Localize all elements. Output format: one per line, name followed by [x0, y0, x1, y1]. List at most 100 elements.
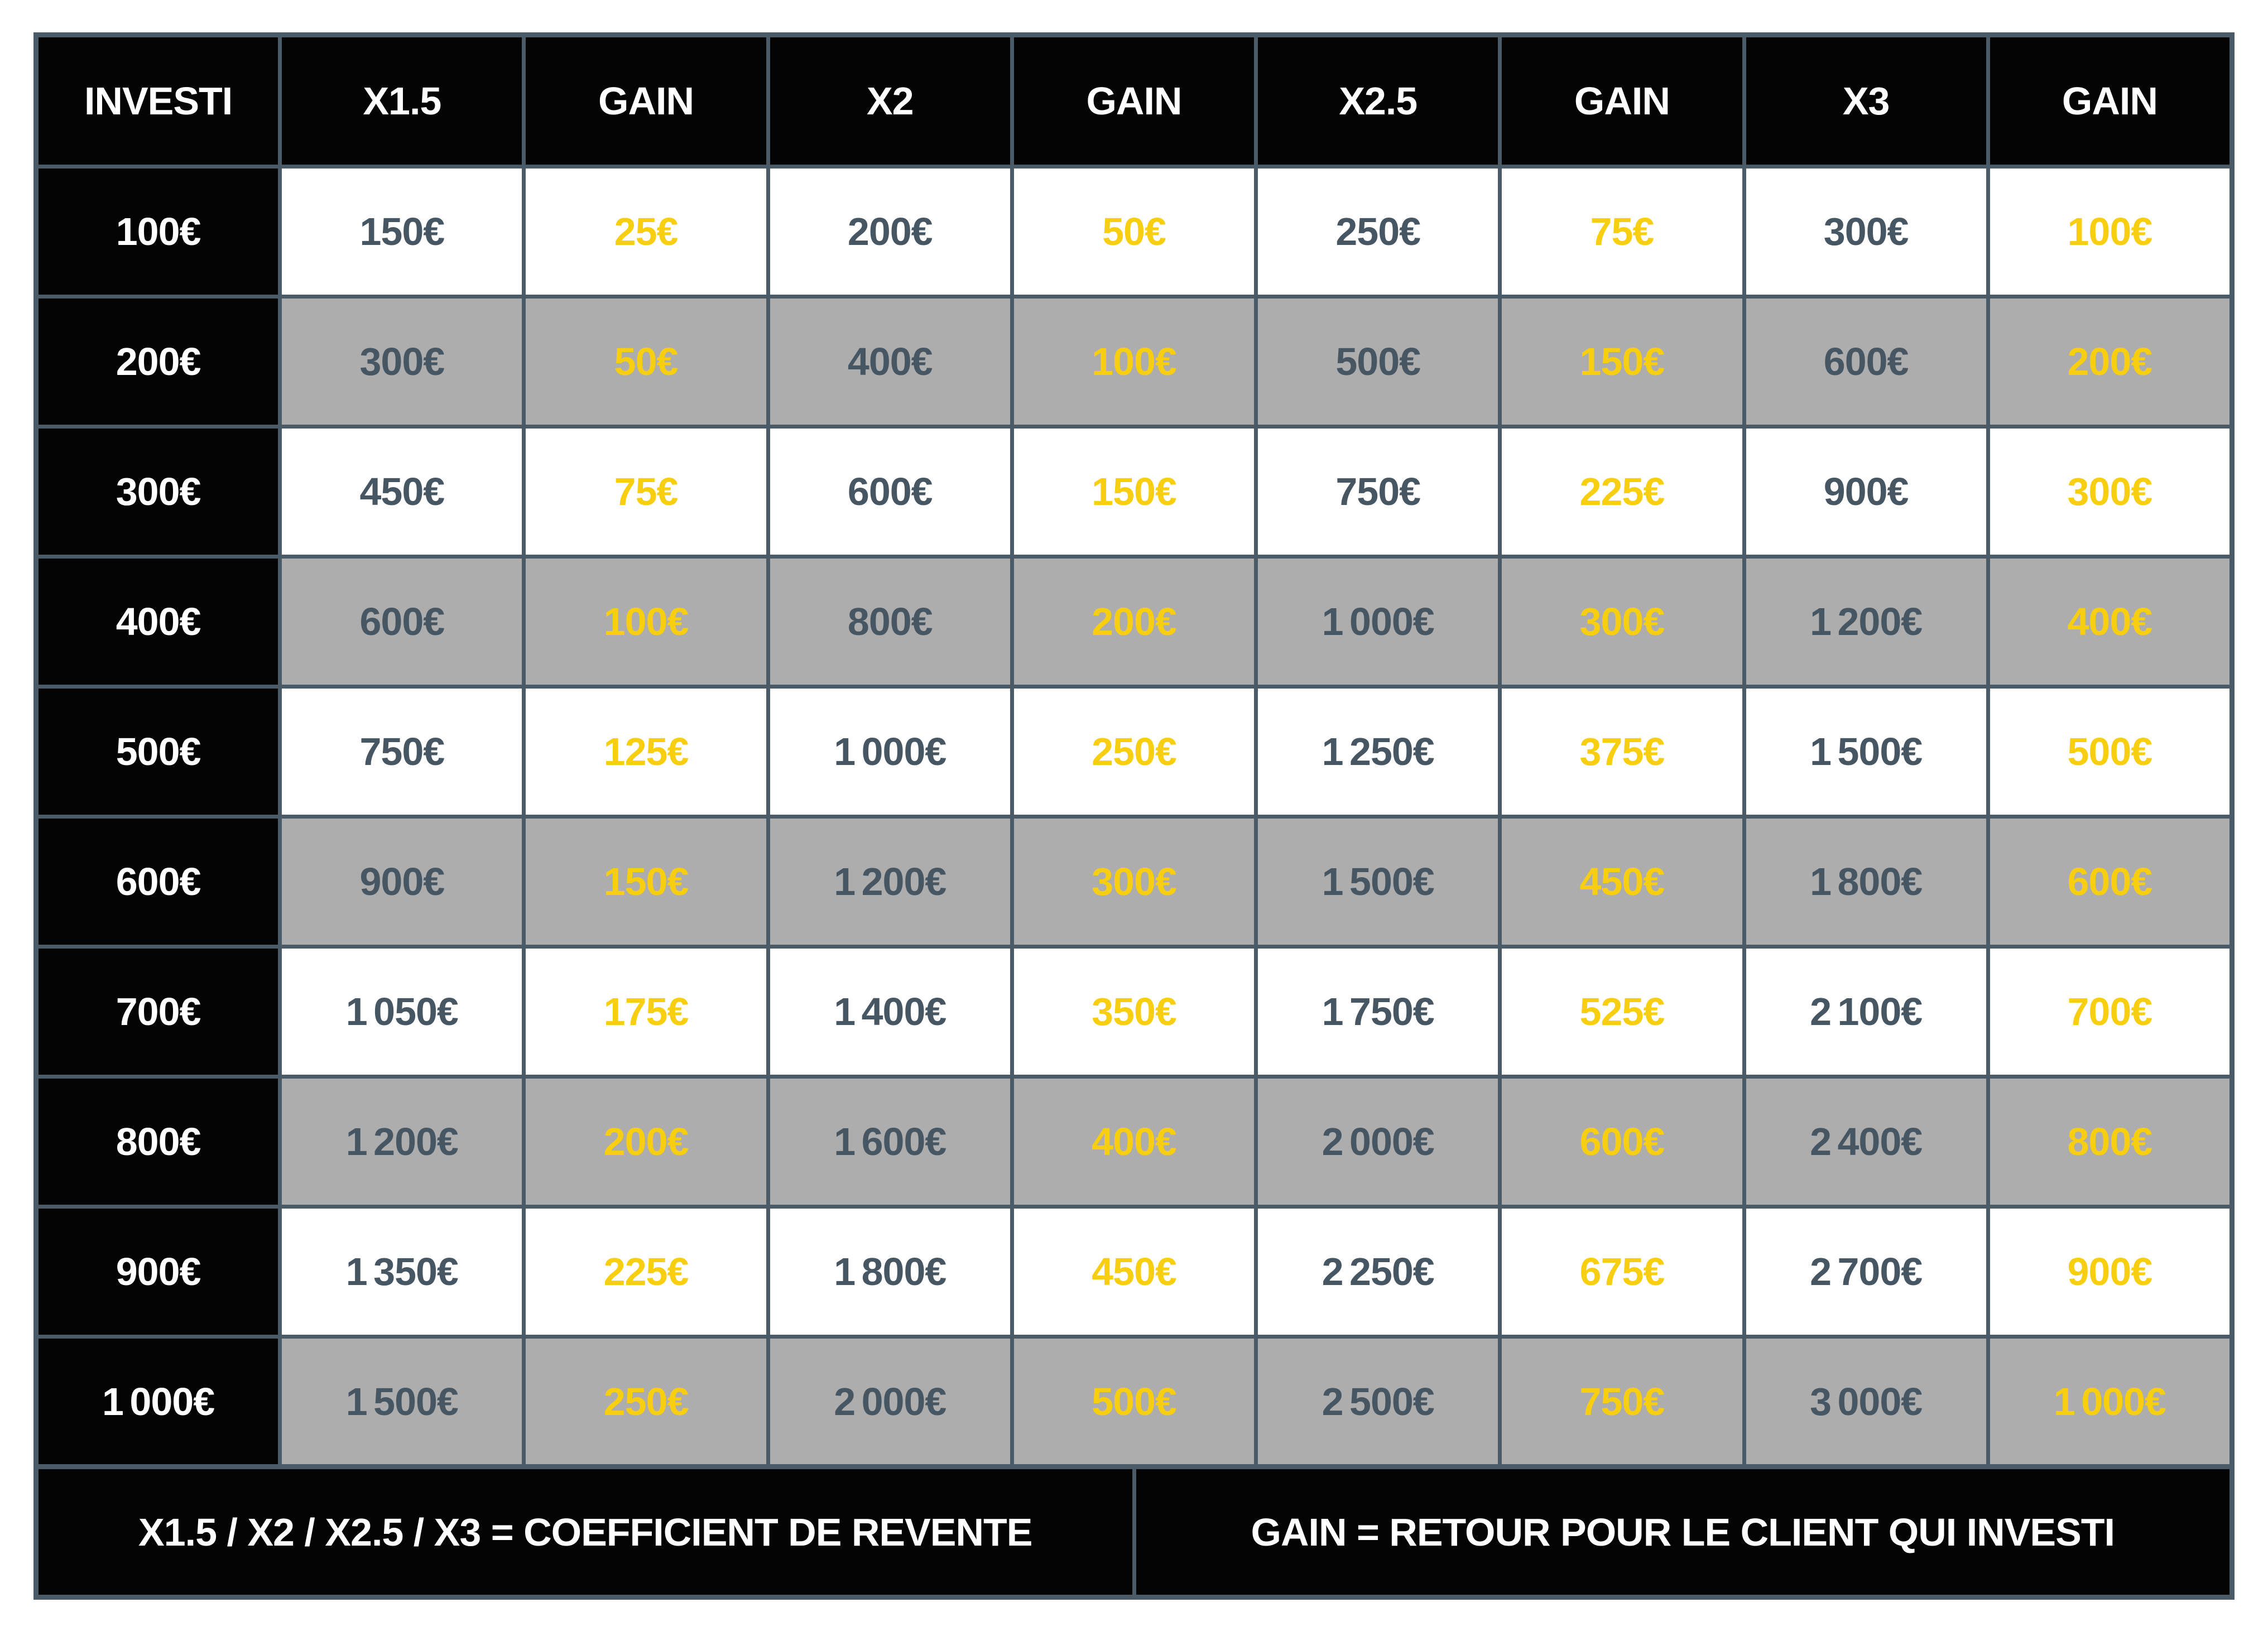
gain-cell: 100€ [1010, 295, 1258, 429]
gain-cell: 700€ [1986, 945, 2235, 1079]
gain-cell: 25€ [522, 165, 770, 299]
resale-cell: 2 100€ [1742, 945, 1990, 1079]
resale-cell: 800€ [766, 555, 1014, 689]
resale-cell: 1 500€ [1254, 815, 1502, 949]
resale-cell: 150€ [278, 165, 526, 299]
resale-cell: 2 000€ [1254, 1075, 1502, 1209]
investment-table: INVESTI X1.5 GAIN X2 GAIN X2.5 GAIN X3 G… [33, 32, 2235, 1469]
header-x2-5: X2.5 [1254, 33, 1502, 169]
gain-cell: 450€ [1010, 1205, 1258, 1339]
investi-cell: 100€ [33, 165, 282, 299]
resale-cell: 900€ [1742, 425, 1990, 559]
header-gain-4: GAIN [1986, 33, 2235, 169]
table-row: 200€ 300€ 50€ 400€ 100€ 500€ 150€ 600€ 2… [33, 295, 2235, 429]
resale-cell: 450€ [278, 425, 526, 559]
table-row: 1 000€ 1 500€ 250€ 2 000€ 500€ 2 500€ 75… [33, 1335, 2235, 1469]
gain-cell: 500€ [1010, 1335, 1258, 1469]
resale-cell: 1 400€ [766, 945, 1014, 1079]
investi-cell: 400€ [33, 555, 282, 689]
gain-cell: 100€ [1986, 165, 2235, 299]
gain-cell: 300€ [1010, 815, 1258, 949]
gain-cell: 225€ [1498, 425, 1746, 559]
gain-cell: 900€ [1986, 1205, 2235, 1339]
gain-cell: 525€ [1498, 945, 1746, 1079]
resale-cell: 2 250€ [1254, 1205, 1502, 1339]
gain-cell: 800€ [1986, 1075, 2235, 1209]
table-row: 100€ 150€ 25€ 200€ 50€ 250€ 75€ 300€ 100… [33, 165, 2235, 299]
gain-cell: 75€ [522, 425, 770, 559]
resale-cell: 600€ [766, 425, 1014, 559]
resale-cell: 1 750€ [1254, 945, 1502, 1079]
resale-cell: 400€ [766, 295, 1014, 429]
gain-cell: 675€ [1498, 1205, 1746, 1339]
gain-cell: 750€ [1498, 1335, 1746, 1469]
gain-cell: 150€ [1498, 295, 1746, 429]
legend-footer: X1.5 / X2 / X2.5 / X3 = COEFFICIENT DE R… [33, 1469, 2235, 1600]
investi-cell: 600€ [33, 815, 282, 949]
resale-cell: 300€ [1742, 165, 1990, 299]
investi-cell: 800€ [33, 1075, 282, 1209]
header-row: INVESTI X1.5 GAIN X2 GAIN X2.5 GAIN X3 G… [33, 33, 2235, 169]
resale-cell: 600€ [278, 555, 526, 689]
resale-cell: 1 200€ [766, 815, 1014, 949]
resale-cell: 1 800€ [766, 1205, 1014, 1339]
resale-cell: 3 000€ [1742, 1335, 1990, 1469]
gain-cell: 75€ [1498, 165, 1746, 299]
gain-cell: 175€ [522, 945, 770, 1079]
investi-cell: 1 000€ [33, 1335, 282, 1469]
resale-cell: 2 400€ [1742, 1075, 1990, 1209]
footer-note-coefficient: X1.5 / X2 / X2.5 / X3 = COEFFICIENT DE R… [39, 1469, 1136, 1595]
resale-cell: 250€ [1254, 165, 1502, 299]
resale-cell: 200€ [766, 165, 1014, 299]
gain-cell: 450€ [1498, 815, 1746, 949]
investi-cell: 300€ [33, 425, 282, 559]
gain-cell: 150€ [522, 815, 770, 949]
gain-cell: 300€ [1986, 425, 2235, 559]
gain-cell: 225€ [522, 1205, 770, 1339]
gain-cell: 100€ [522, 555, 770, 689]
resale-cell: 1 200€ [278, 1075, 526, 1209]
gain-cell: 375€ [1498, 685, 1746, 819]
resale-cell: 2 700€ [1742, 1205, 1990, 1339]
gain-cell: 200€ [522, 1075, 770, 1209]
gain-cell: 50€ [1010, 165, 1258, 299]
header-gain-2: GAIN [1010, 33, 1258, 169]
gain-cell: 250€ [1010, 685, 1258, 819]
resale-cell: 1 200€ [1742, 555, 1990, 689]
gain-cell: 600€ [1498, 1075, 1746, 1209]
resale-cell: 1 500€ [1742, 685, 1990, 819]
resale-cell: 600€ [1742, 295, 1990, 429]
resale-cell: 2 500€ [1254, 1335, 1502, 1469]
header-x2: X2 [766, 33, 1014, 169]
resale-cell: 1 050€ [278, 945, 526, 1079]
resale-cell: 1 800€ [1742, 815, 1990, 949]
investi-cell: 700€ [33, 945, 282, 1079]
gain-cell: 400€ [1010, 1075, 1258, 1209]
gain-cell: 400€ [1986, 555, 2235, 689]
investment-table-container: INVESTI X1.5 GAIN X2 GAIN X2.5 GAIN X3 G… [33, 32, 2235, 1600]
investi-cell: 900€ [33, 1205, 282, 1339]
gain-cell: 300€ [1498, 555, 1746, 689]
resale-cell: 300€ [278, 295, 526, 429]
header-gain-1: GAIN [522, 33, 770, 169]
table-body: 100€ 150€ 25€ 200€ 50€ 250€ 75€ 300€ 100… [33, 165, 2235, 1469]
gain-cell: 1 000€ [1986, 1335, 2235, 1469]
resale-cell: 1 500€ [278, 1335, 526, 1469]
header-x3: X3 [1742, 33, 1990, 169]
resale-cell: 1 350€ [278, 1205, 526, 1339]
gain-cell: 500€ [1986, 685, 2235, 819]
table-row: 800€ 1 200€ 200€ 1 600€ 400€ 2 000€ 600€… [33, 1075, 2235, 1209]
table-header: INVESTI X1.5 GAIN X2 GAIN X2.5 GAIN X3 G… [33, 33, 2235, 169]
gain-cell: 350€ [1010, 945, 1258, 1079]
table-row: 700€ 1 050€ 175€ 1 400€ 350€ 1 750€ 525€… [33, 945, 2235, 1079]
table-row: 400€ 600€ 100€ 800€ 200€ 1 000€ 300€ 1 2… [33, 555, 2235, 689]
resale-cell: 1 250€ [1254, 685, 1502, 819]
investi-cell: 200€ [33, 295, 282, 429]
investi-cell: 500€ [33, 685, 282, 819]
table-row: 600€ 900€ 150€ 1 200€ 300€ 1 500€ 450€ 1… [33, 815, 2235, 949]
resale-cell: 750€ [278, 685, 526, 819]
resale-cell: 1 600€ [766, 1075, 1014, 1209]
gain-cell: 150€ [1010, 425, 1258, 559]
resale-cell: 2 000€ [766, 1335, 1014, 1469]
gain-cell: 600€ [1986, 815, 2235, 949]
